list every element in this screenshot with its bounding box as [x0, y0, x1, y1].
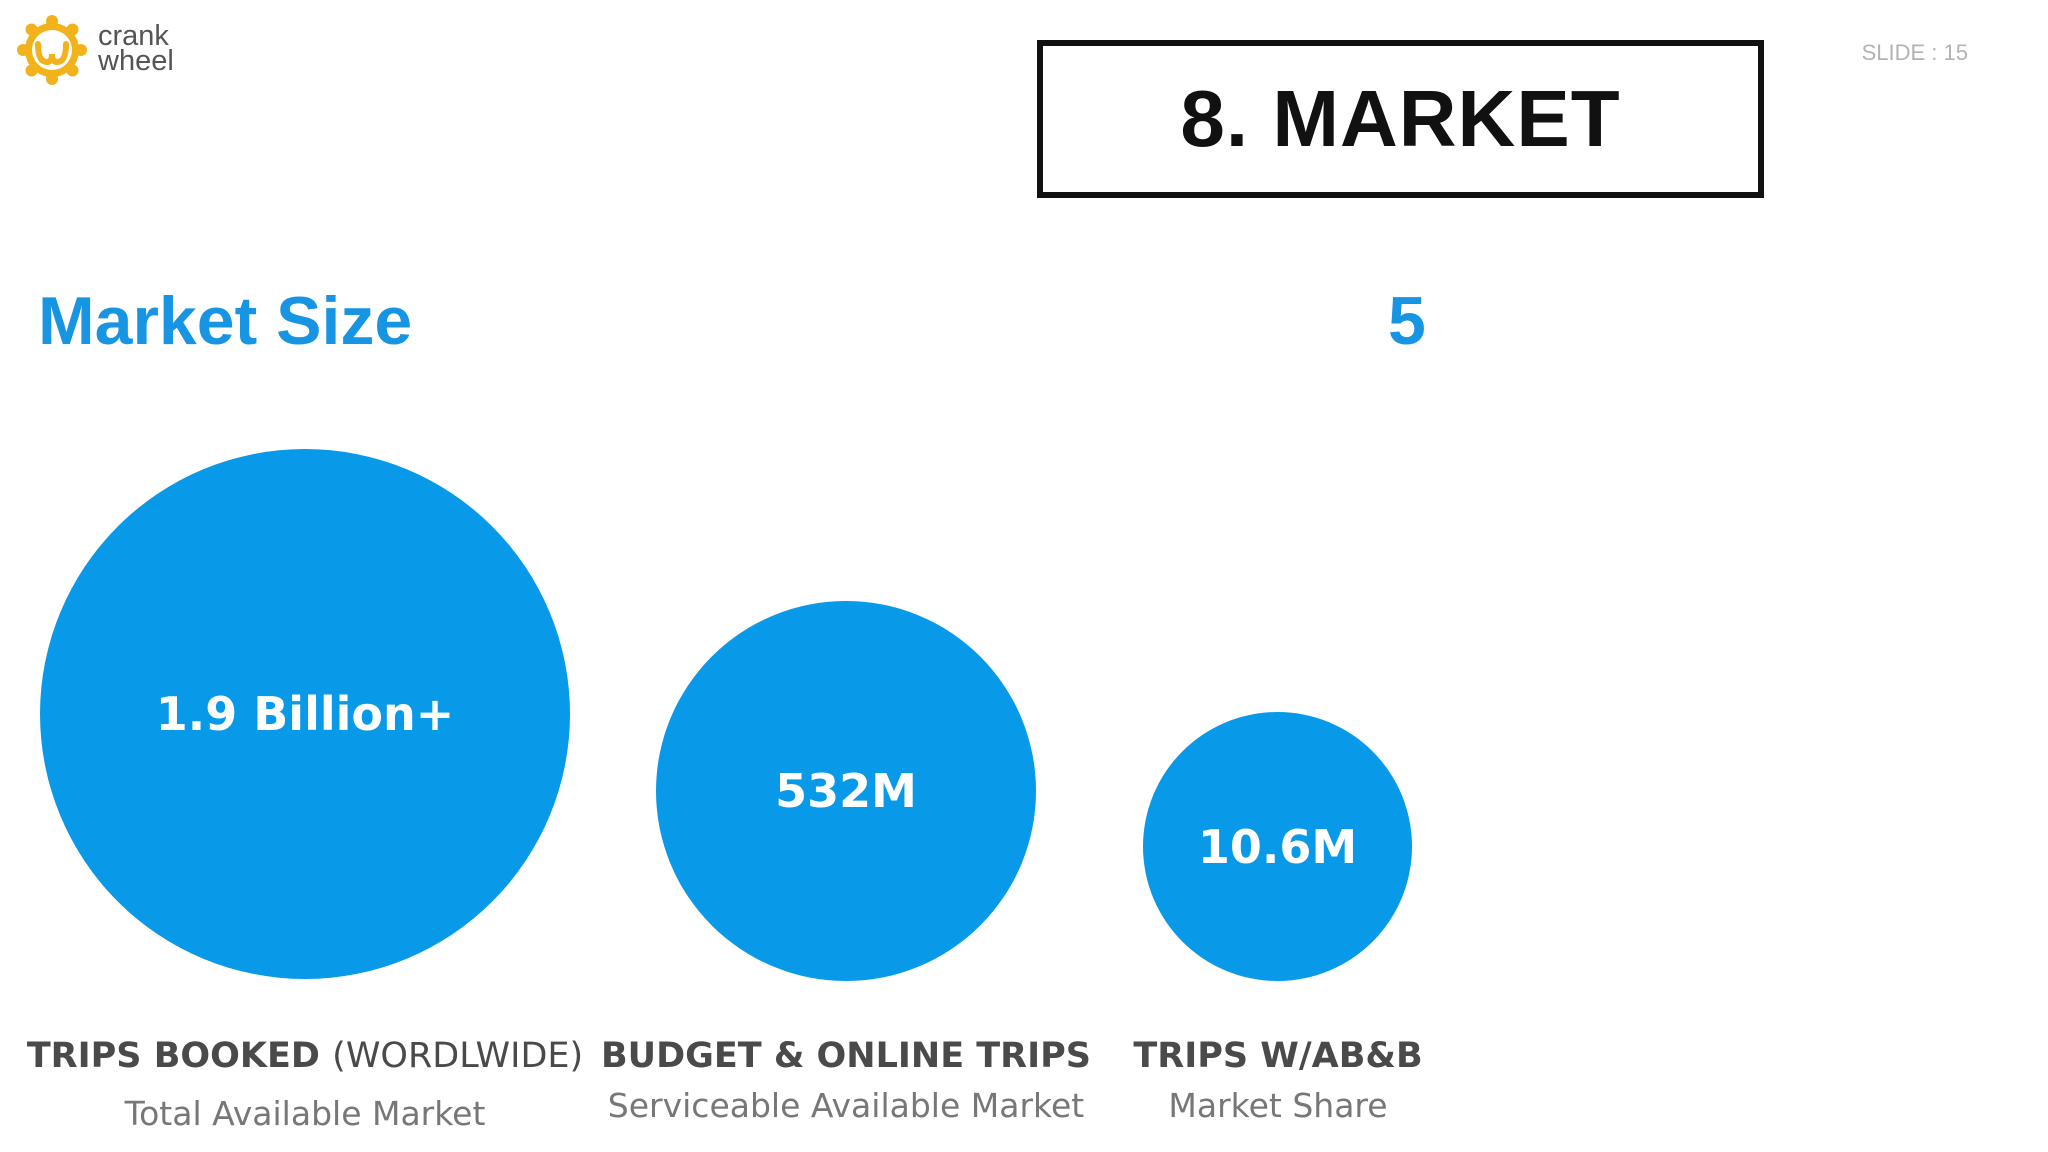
circle-value: 1.9 Billion+ — [155, 687, 455, 741]
section-heading: Market Size — [38, 283, 413, 359]
caption-light: (WORDLWIDE) — [332, 1036, 584, 1076]
caption-subtitle: Total Available Market — [124, 1094, 486, 1133]
caption-tam: TRIPS BOOKED (WORDLWIDE) Total Available… — [20, 1036, 590, 1133]
caption-bold: TRIPS BOOKED — [26, 1036, 320, 1076]
crankwheel-gear-logo-icon — [17, 15, 87, 85]
slide-title: 8. MARKET — [1180, 74, 1621, 163]
brand-line2: wheel — [98, 45, 174, 77]
market-circle-share: 10.6M — [1143, 712, 1412, 981]
market-circle-tam: 1.9 Billion+ — [40, 449, 570, 979]
slide-number: SLIDE : 15 — [1861, 40, 1968, 65]
caption-bold: BUDGET & ONLINE TRIPS — [600, 1036, 1092, 1076]
caption-share: TRIPS W/AB&B Market Share — [1120, 1036, 1436, 1125]
caption-title: TRIPS BOOKED (WORDLWIDE) — [20, 1036, 590, 1076]
title-box: 8. MARKET — [1037, 40, 1764, 198]
caption-bold: TRIPS W/AB&B — [1133, 1036, 1423, 1076]
caption-sam: BUDGET & ONLINE TRIPS Serviceable Availa… — [600, 1036, 1092, 1125]
caption-title: BUDGET & ONLINE TRIPS — [600, 1036, 1092, 1076]
brand-logo: crank wheel — [16, 14, 216, 94]
brand-wordmark: crank wheel — [98, 20, 174, 77]
caption-subtitle: Serviceable Available Market — [607, 1086, 1085, 1125]
circle-value: 10.6M — [1197, 819, 1358, 874]
market-circle-sam: 532M — [656, 601, 1036, 981]
stray-number: 5 — [1388, 283, 1426, 359]
caption-subtitle: Market Share — [1168, 1086, 1388, 1125]
brand-line1: crank — [98, 20, 169, 52]
caption-title: TRIPS W/AB&B — [1120, 1036, 1436, 1076]
circle-value: 532M — [775, 764, 917, 818]
